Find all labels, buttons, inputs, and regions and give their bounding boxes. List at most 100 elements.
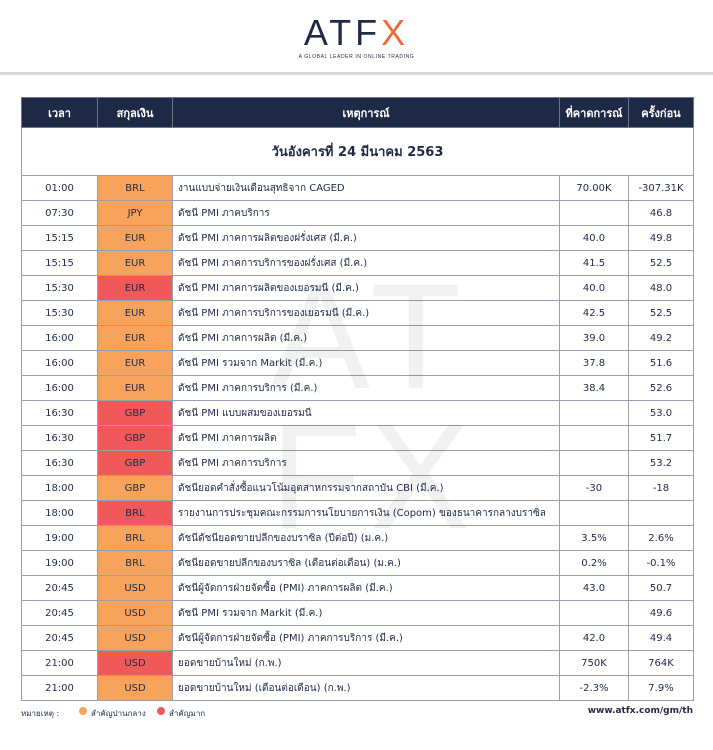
- cell-currency: GBP: [97, 475, 173, 501]
- cell-forecast: [559, 425, 629, 451]
- cell-time: 16:00: [21, 325, 98, 351]
- cell-time: 20:45: [21, 575, 98, 601]
- cell-currency: USD: [97, 675, 173, 701]
- cell-previous: -307.31K: [628, 175, 694, 201]
- cell-time: 15:15: [21, 225, 98, 251]
- cell-forecast: 40.0: [559, 275, 629, 301]
- cell-previous: -0.1%: [628, 550, 694, 576]
- cell-event: ดัชนี PMI ภาคการบริการ: [172, 450, 560, 476]
- cell-currency: USD: [97, 650, 173, 676]
- cell-event: รายงานการประชุมคณะกรรมการนโยบายการเงิน (…: [172, 500, 560, 526]
- cell-previous: 48.0: [628, 275, 694, 301]
- cell-event: ดัชนียอดขายปลีกของบราซิล (เดือนต่อเดือน)…: [172, 550, 560, 576]
- cell-forecast: 37.8: [559, 350, 629, 376]
- cell-currency: EUR: [97, 375, 173, 401]
- cell-previous: 52.5: [628, 300, 694, 326]
- cell-forecast: 40.0: [559, 225, 629, 251]
- cell-event: ดัชนี PMI ภาคบริการ: [172, 200, 560, 226]
- cell-previous: [628, 500, 694, 526]
- cell-forecast: 750K: [559, 650, 629, 676]
- cell-forecast: 41.5: [559, 250, 629, 276]
- table-row: 20:45 USD ดัชนีผู้จัดการฝ่ายจัดซื้อ (PMI) …: [21, 575, 694, 601]
- cell-time: 15:30: [21, 300, 98, 326]
- cell-previous: 52.5: [628, 250, 694, 276]
- atfx-logo[interactable]: ATFX A GLOBAL LEADER IN ONLINE TRADING: [0, 14, 713, 61]
- logo-letter-a: A: [303, 12, 330, 53]
- cell-previous: 46.8: [628, 200, 694, 226]
- cell-time: 18:00: [21, 475, 98, 501]
- cell-forecast: 39.0: [559, 325, 629, 351]
- cell-event: ดัชนี PMI ภาคการบริการของฝรั่งเศส (มี.ค.…: [172, 250, 560, 276]
- cell-forecast: 42.0: [559, 625, 629, 651]
- cell-previous: 51.7: [628, 425, 694, 451]
- cell-event: งานแบบจ่ายเงินเดือนสุทธิจาก CAGED: [172, 175, 560, 201]
- cell-event: ดัชนี PMI ภาคการผลิตของฝรั่งเศส (มี.ค.): [172, 225, 560, 251]
- table-row: 15:15 EUR ดัชนี PMI ภาคการบริการของฝรั่งเศ…: [21, 250, 694, 276]
- cell-time: 19:00: [21, 525, 98, 551]
- logo-letter-t: T: [329, 12, 356, 53]
- cell-previous: -18: [628, 475, 694, 501]
- table-row: 19:00 BRL ดัชนีดัชนียอดขายปลีกของบราซิล (ป…: [21, 525, 694, 551]
- legend-medium-label: สำคัญปานกลาง: [91, 709, 146, 718]
- cell-previous: 49.4: [628, 625, 694, 651]
- cell-currency: EUR: [97, 225, 173, 251]
- cell-forecast: [559, 600, 629, 626]
- table-row: 16:30 GBP ดัชนี PMI ภาคการบริการ 53.2: [21, 450, 694, 476]
- cell-forecast: -2.3%: [559, 675, 629, 701]
- cell-forecast: [559, 500, 629, 526]
- cell-forecast: 0.2%: [559, 550, 629, 576]
- cell-event: ดัชนี PMI แบบผสมของเยอรมนี: [172, 400, 560, 426]
- cell-previous: 49.8: [628, 225, 694, 251]
- cell-forecast: [559, 450, 629, 476]
- cell-time: 15:30: [21, 275, 98, 301]
- cell-currency: JPY: [97, 200, 173, 226]
- logo-letter-f: F: [355, 12, 382, 53]
- legend-note-label: หมายเหตุ :: [21, 709, 60, 718]
- header-divider: [0, 72, 713, 75]
- cell-time: 16:00: [21, 375, 98, 401]
- cell-previous: 53.0: [628, 400, 694, 426]
- table-row: 16:00 EUR ดัชนี PMI รวมจาก Markit (มี.ค.) 3…: [21, 350, 694, 376]
- cell-forecast: 3.5%: [559, 525, 629, 551]
- website-link[interactable]: www.atfx.com/gm/th: [587, 706, 693, 716]
- cell-forecast: [559, 400, 629, 426]
- table-row: 20:45 USD ดัชนีผู้จัดการฝ่ายจัดซื้อ (PMI) …: [21, 625, 694, 651]
- cell-event: ยอดขายบ้านใหม่ (ก.พ.): [172, 650, 560, 676]
- cell-time: 16:30: [21, 450, 98, 476]
- cell-event: ดัชนี PMI ภาคการบริการของเยอรมนี (มี.ค.): [172, 300, 560, 326]
- economic-calendar-table: เวลา สกุลเงิน เหตุการณ์ ที่คาดการณ์ ครั้…: [21, 97, 694, 701]
- cell-previous: 764K: [628, 650, 694, 676]
- header-event: เหตุการณ์: [172, 97, 560, 128]
- legend-high-label: สำคัญมาก: [169, 709, 206, 718]
- logo-wordmark: ATFX: [0, 14, 713, 52]
- cell-currency: EUR: [97, 250, 173, 276]
- table-row: 18:00 GBP ดัชนียอดคำสั่งซื้อแนวโน้มอุตสาหก…: [21, 475, 694, 501]
- cell-event: ดัชนี PMI ภาคการบริการ (มี.ค.): [172, 375, 560, 401]
- cell-forecast: 70.00K: [559, 175, 629, 201]
- header-forecast: ที่คาดการณ์: [559, 97, 629, 128]
- cell-previous: 7.9%: [628, 675, 694, 701]
- table-row: 16:30 GBP ดัชนี PMI แบบผสมของเยอรมนี 53.0: [21, 400, 694, 426]
- medium-importance-dot-icon: [79, 707, 87, 715]
- cell-time: 19:00: [21, 550, 98, 576]
- header-currency: สกุลเงิน: [97, 97, 173, 128]
- cell-time: 15:15: [21, 250, 98, 276]
- cell-event: ดัชนีผู้จัดการฝ่ายจัดซื้อ (PMI) ภาคการผล…: [172, 575, 560, 601]
- table-row: 16:00 EUR ดัชนี PMI ภาคการบริการ (มี.ค.) 38…: [21, 375, 694, 401]
- cell-event: ดัชนี PMI ภาคการผลิต (มี.ค.): [172, 325, 560, 351]
- cell-currency: USD: [97, 575, 173, 601]
- cell-currency: EUR: [97, 300, 173, 326]
- cell-time: 18:00: [21, 500, 98, 526]
- date-row: วันอังคารที่ 24 มีนาคม 2563: [21, 127, 694, 176]
- cell-previous: 52.6: [628, 375, 694, 401]
- cell-currency: EUR: [97, 275, 173, 301]
- cell-currency: GBP: [97, 425, 173, 451]
- table-row: 15:15 EUR ดัชนี PMI ภาคการผลิตของฝรั่งเศส …: [21, 225, 694, 251]
- cell-forecast: [559, 200, 629, 226]
- cell-time: 20:45: [21, 600, 98, 626]
- cell-forecast: 42.5: [559, 300, 629, 326]
- cell-currency: USD: [97, 600, 173, 626]
- table-row: 16:30 GBP ดัชนี PMI ภาคการผลิต 51.7: [21, 425, 694, 451]
- cell-time: 16:00: [21, 350, 98, 376]
- cell-previous: 49.6: [628, 600, 694, 626]
